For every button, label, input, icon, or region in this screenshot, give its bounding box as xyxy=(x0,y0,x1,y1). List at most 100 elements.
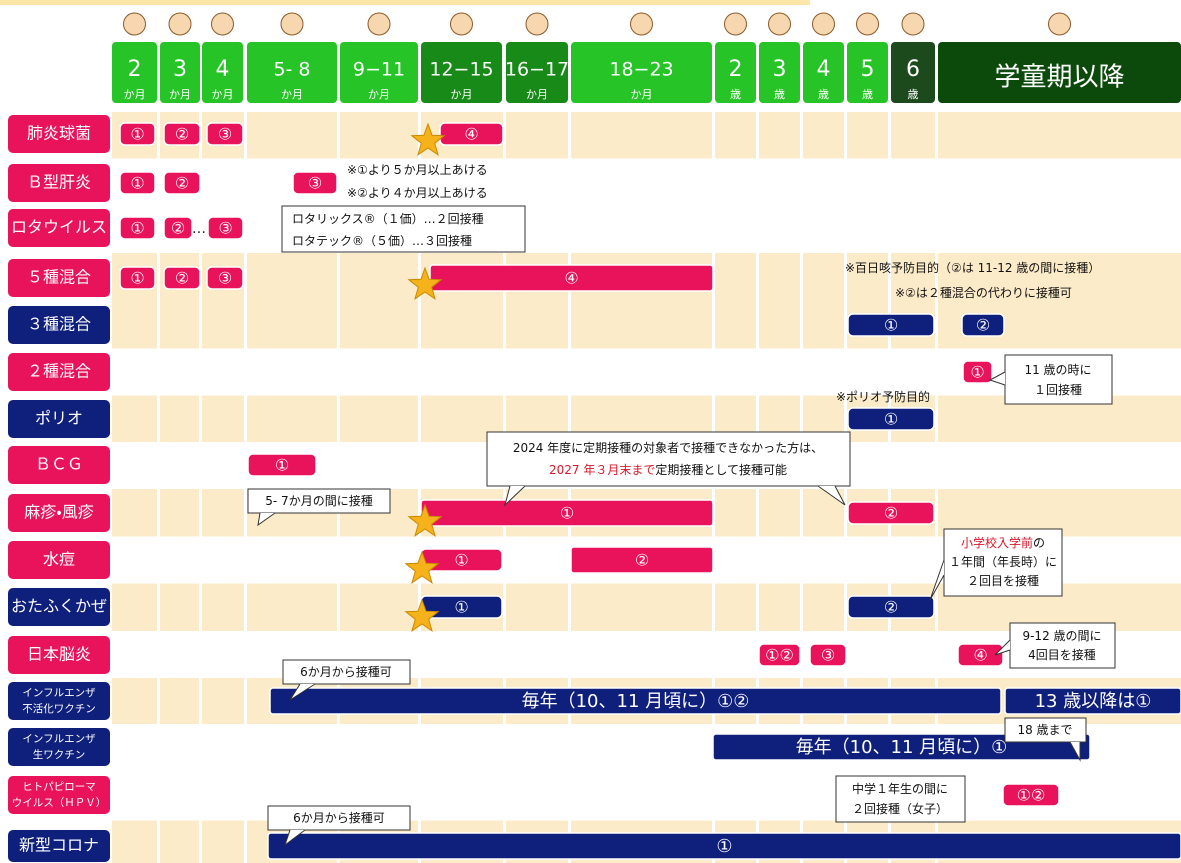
age-value: 16−17 xyxy=(505,59,569,81)
note-text: ※②は２種混合の代わりに接種可 xyxy=(895,285,1072,300)
child-illustration xyxy=(724,12,747,36)
age-unit: か月 xyxy=(124,88,146,101)
dose-bar xyxy=(206,122,244,146)
age-unit: か月 xyxy=(631,88,653,101)
child-illustration xyxy=(525,12,549,36)
note-segment: ロタテック®（５価）…３回接種 xyxy=(292,233,472,248)
note-text: 18 歳まで xyxy=(1017,723,1072,737)
dose-bar xyxy=(163,266,201,290)
note-text: １年間（年長時）に xyxy=(949,555,1057,569)
dose-label: ① xyxy=(884,316,898,335)
star xyxy=(407,503,443,537)
age-unit: 歳 xyxy=(818,88,829,101)
dose-label: ① xyxy=(130,219,144,238)
note-segment: 5- 7か月の間に接種 xyxy=(265,493,372,508)
vaccine-label xyxy=(8,541,110,579)
dose-label: ④ xyxy=(464,125,478,144)
age-unit: か月 xyxy=(526,88,548,101)
age-header xyxy=(759,42,800,103)
vaccine-label xyxy=(8,115,110,153)
row-band xyxy=(112,348,1181,396)
age-header xyxy=(938,42,1181,103)
vaccine-name: 麻疹・風疹 xyxy=(24,503,93,522)
callout-box xyxy=(267,805,411,831)
vaccine-name: ウイルス（ＨＰＶ） xyxy=(12,797,107,809)
dose-label: ① xyxy=(275,456,289,475)
age-header xyxy=(160,42,200,103)
child-illustration xyxy=(211,12,234,36)
child-illustration xyxy=(768,12,791,36)
dose-label: ② xyxy=(884,504,898,523)
callout-box xyxy=(1009,622,1116,669)
callout-box xyxy=(486,431,851,487)
dose-bar xyxy=(206,266,244,290)
dose-bar xyxy=(119,171,156,195)
dose-bar xyxy=(712,733,1091,761)
age-header xyxy=(891,42,935,103)
age-unit: 歳 xyxy=(862,88,873,101)
note-segment: 6か月から接種可 xyxy=(293,810,385,825)
note-text: 中学１年生の間に xyxy=(852,781,948,796)
callout-tail xyxy=(284,829,306,847)
dose-bar xyxy=(292,171,338,195)
note-segment: 6か月から接種可 xyxy=(300,664,392,679)
note-segment: ※②より４か月以上あける xyxy=(347,186,488,200)
dose-label: ② xyxy=(171,219,185,238)
vaccine-label xyxy=(8,830,110,862)
row-band xyxy=(112,112,1181,159)
dose-bar xyxy=(439,122,504,146)
age-unit: 歳 xyxy=(774,88,785,101)
age-unit: か月 xyxy=(368,88,390,101)
age-unit: 歳 xyxy=(730,88,741,101)
note-text: ※百日咳予防目的（②は 11-12 歳の間に接種） xyxy=(845,260,1100,275)
vaccine-name: ＢＣＧ xyxy=(35,455,83,474)
dose-label: ② xyxy=(175,174,189,193)
child-illustration xyxy=(123,12,146,36)
star xyxy=(407,266,443,300)
dose-label: ③ xyxy=(308,174,322,193)
note-segment: ※①より５か月以上あける xyxy=(347,163,488,177)
dose-label: ①② xyxy=(765,646,794,665)
note-text: 2024 年度に定期接種の対象者で接種できなかった方は、 xyxy=(513,440,823,455)
dose-bar xyxy=(847,595,935,619)
child-illustration xyxy=(856,12,879,36)
note-segment: 4回目を接種 xyxy=(1028,647,1096,662)
child-illustration xyxy=(367,12,391,36)
row-band xyxy=(112,158,1181,206)
note-text: ２回接種（女子） xyxy=(852,801,948,816)
dose-label: ① xyxy=(970,363,984,382)
callout-box xyxy=(835,775,966,823)
note-text: 4回目を接種 xyxy=(1028,647,1096,662)
callout-box xyxy=(1004,354,1113,405)
dose-bar xyxy=(207,216,244,240)
star xyxy=(404,550,440,584)
dose-bar xyxy=(429,264,714,292)
vaccine-name: 生ワクチン xyxy=(33,748,86,761)
vaccine-label xyxy=(8,209,110,247)
age-value: 5- 8 xyxy=(273,59,310,81)
age-unit: か月 xyxy=(212,88,234,101)
dose-label: ③ xyxy=(218,125,232,144)
vaccine-label xyxy=(8,776,110,814)
dose-label: ① xyxy=(454,598,468,617)
note-text: 小学校入学前の xyxy=(961,535,1045,550)
age-header xyxy=(340,42,418,103)
age-header xyxy=(112,42,157,103)
age-value: 5 xyxy=(861,57,875,82)
child-illustration xyxy=(901,12,925,36)
vaccine-name: ２種混合 xyxy=(27,362,91,381)
callout-tail xyxy=(504,485,526,507)
note-text: ※ポリオ予防目的 xyxy=(836,389,930,404)
note-text: 6か月から接種可 xyxy=(293,810,385,825)
dose-bar xyxy=(119,122,156,146)
dose-bar xyxy=(1002,783,1060,807)
vaccine-name: 水痘 xyxy=(43,550,75,569)
note-text: 5- 7か月の間に接種 xyxy=(265,493,372,508)
note-segment: １回接種 xyxy=(1034,382,1082,397)
vaccine-label xyxy=(8,446,110,484)
child-illustration xyxy=(630,12,653,36)
dose-label: ② xyxy=(175,269,189,288)
vaccine-label xyxy=(8,682,110,720)
dose-bar xyxy=(809,643,847,667)
